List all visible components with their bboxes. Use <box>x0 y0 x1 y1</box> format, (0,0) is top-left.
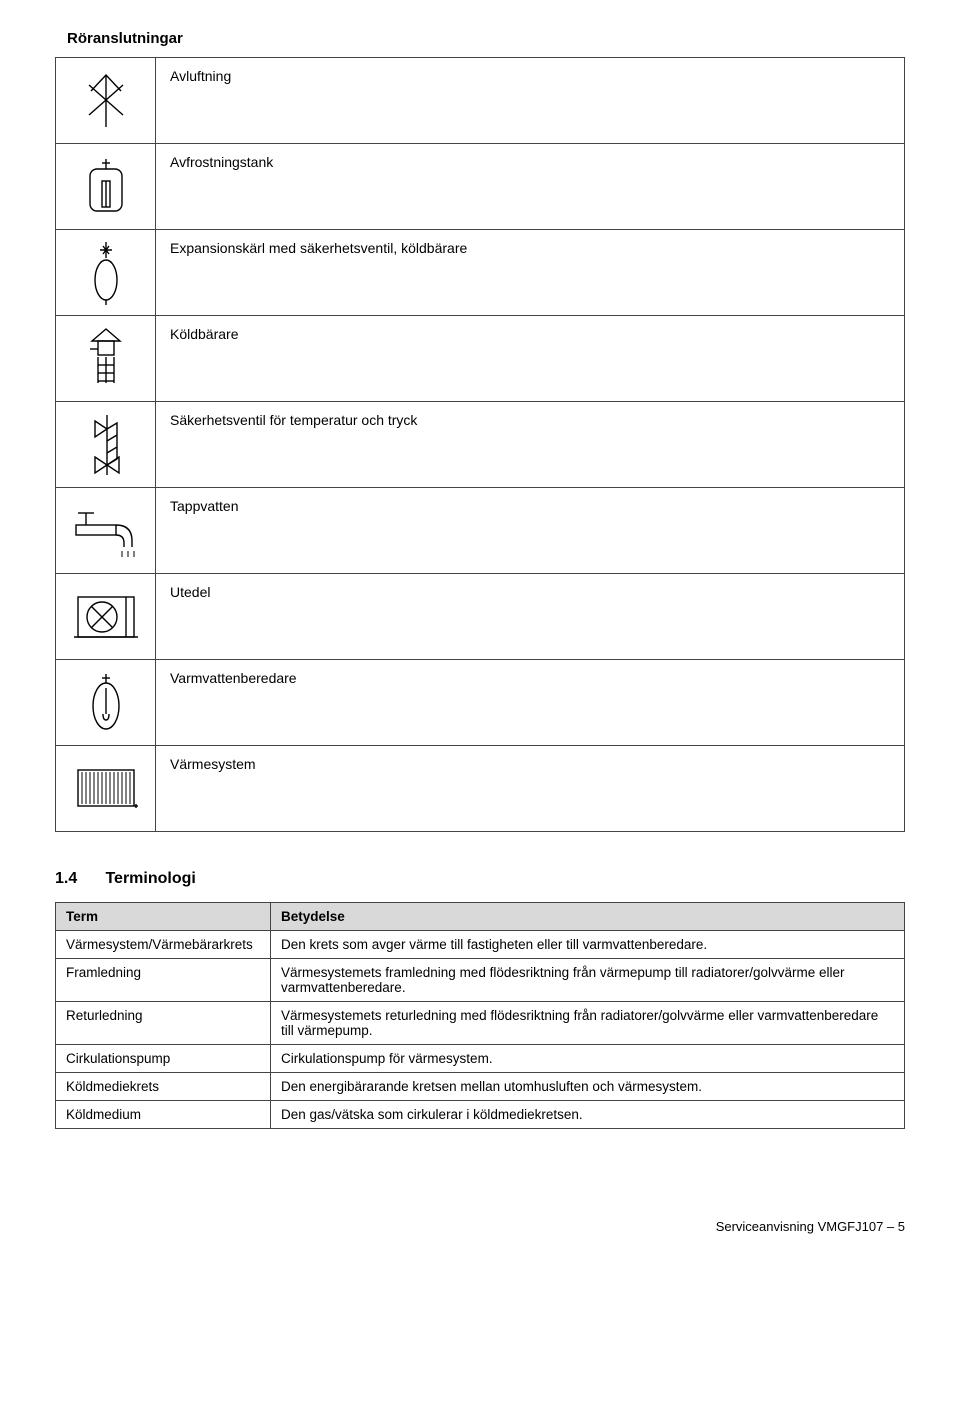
meaning-cell: Den energibärarande kretsen mellan utomh… <box>271 1073 905 1101</box>
expansion-vessel-icon <box>56 230 156 316</box>
symbol-row: Tappvatten <box>56 488 905 574</box>
defrost-tank-icon <box>56 144 156 230</box>
brine-icon <box>56 316 156 402</box>
meaning-cell: Värmesystemets framledning med flödesrik… <box>271 959 905 1002</box>
section-heading: 1.4 Terminologi <box>55 870 905 888</box>
symbol-row: Utedel <box>56 574 905 660</box>
section-number: 1.4 <box>55 870 101 888</box>
meaning-cell: Den gas/vätska som cirkulerar i köldmedi… <box>271 1101 905 1129</box>
symbol-row: Värmesystem <box>56 746 905 832</box>
term-row: Köldmedium Den gas/vätska som cirkulerar… <box>56 1101 905 1129</box>
term-cell: Köldmedium <box>56 1101 271 1129</box>
term-row: Köldmediekrets Den energibärarande krets… <box>56 1073 905 1101</box>
terminology-table: Term Betydelse Värmesystem/Värmebärarkre… <box>55 902 905 1129</box>
symbol-table-heading: Röranslutningar <box>55 30 905 47</box>
vent-icon <box>56 58 156 144</box>
term-row: Cirkulationspump Cirkulationspump för vä… <box>56 1045 905 1073</box>
term-cell: Framledning <box>56 959 271 1002</box>
term-cell: Cirkulationspump <box>56 1045 271 1073</box>
meaning-cell: Cirkulationspump för värmesystem. <box>271 1045 905 1073</box>
page-footer: Serviceanvisning VMGFJ107 – 5 <box>55 1219 905 1234</box>
meaning-cell: Den krets som avger värme till fastighet… <box>271 931 905 959</box>
symbol-label: Avfrostningstank <box>156 144 905 230</box>
symbol-label: Utedel <box>156 574 905 660</box>
section-title: Terminologi <box>105 870 195 887</box>
safety-valve-icon <box>56 402 156 488</box>
symbol-row: Köldbärare <box>56 316 905 402</box>
symbol-row: Avluftning <box>56 58 905 144</box>
symbol-table: Avluftning Avfrostningstank Expansionskä… <box>55 57 905 832</box>
heating-system-icon <box>56 746 156 832</box>
symbol-label: Köldbärare <box>156 316 905 402</box>
symbol-label: Värmesystem <box>156 746 905 832</box>
symbol-row: Varmvattenberedare <box>56 660 905 746</box>
term-cell: Köldmediekrets <box>56 1073 271 1101</box>
symbol-row: Expansionskärl med säkerhetsventil, köld… <box>56 230 905 316</box>
term-row: Returledning Värmesystemets returledning… <box>56 1002 905 1045</box>
symbol-label: Säkerhetsventil för temperatur och tryck <box>156 402 905 488</box>
term-cell: Returledning <box>56 1002 271 1045</box>
water-heater-icon <box>56 660 156 746</box>
tap-water-icon <box>56 488 156 574</box>
symbol-label: Expansionskärl med säkerhetsventil, köld… <box>156 230 905 316</box>
meaning-col-header: Betydelse <box>271 903 905 931</box>
term-row: Värmesystem/Värmebärarkrets Den krets so… <box>56 931 905 959</box>
term-cell: Värmesystem/Värmebärarkrets <box>56 931 271 959</box>
outdoor-unit-icon <box>56 574 156 660</box>
term-row: Framledning Värmesystemets framledning m… <box>56 959 905 1002</box>
symbol-row: Säkerhetsventil för temperatur och tryck <box>56 402 905 488</box>
symbol-row: Avfrostningstank <box>56 144 905 230</box>
symbol-label: Avluftning <box>156 58 905 144</box>
term-col-header: Term <box>56 903 271 931</box>
meaning-cell: Värmesystemets returledning med flödesri… <box>271 1002 905 1045</box>
symbol-label: Tappvatten <box>156 488 905 574</box>
symbol-label: Varmvattenberedare <box>156 660 905 746</box>
